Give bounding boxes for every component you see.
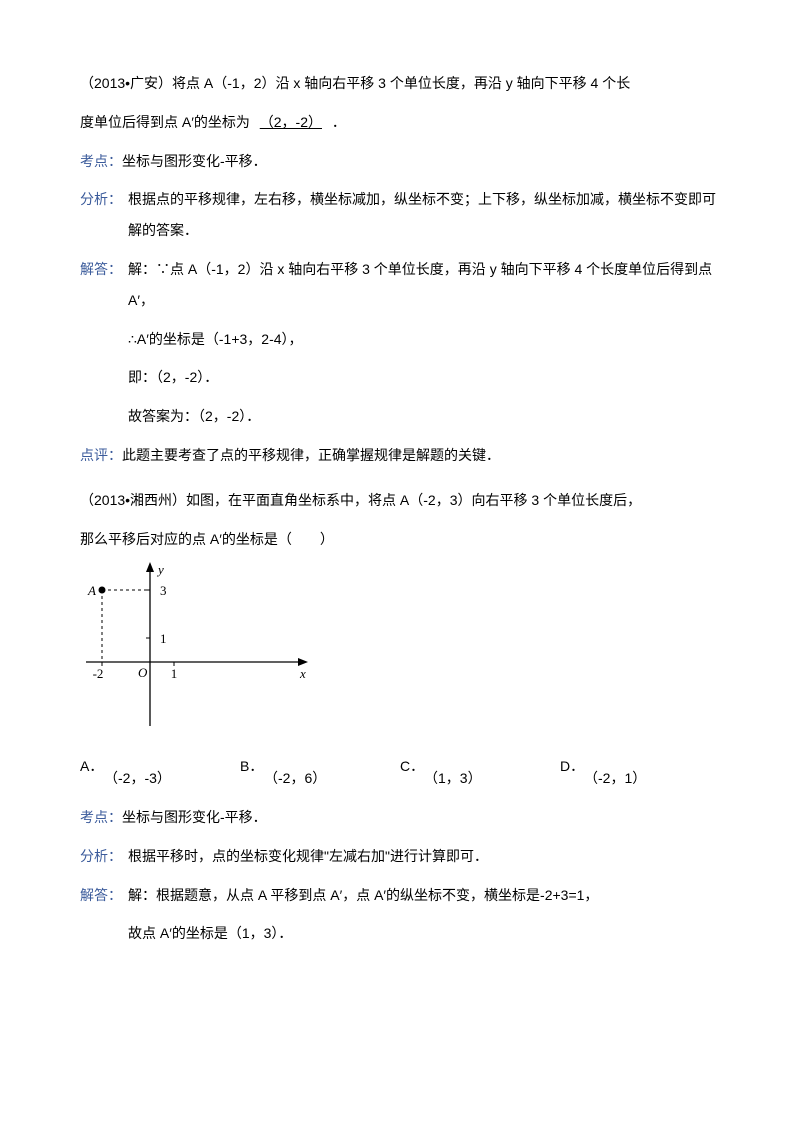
fenxi-label-2: 分析： — [80, 841, 128, 872]
svg-text:O: O — [138, 665, 148, 680]
dianping-label: 点评： — [80, 447, 122, 463]
fenxi-text: 根据点的平移规律，左右移，横坐标减加，纵坐标不变；上下移，纵坐标加减，横坐标不变… — [128, 184, 720, 246]
q1-stem-line2: 度单位后得到点 A′的坐标为 （2，-2） ． — [80, 107, 720, 138]
jieda-p4: 故答案为：（2，-2）． — [80, 401, 720, 432]
svg-text:-2: -2 — [93, 666, 104, 681]
dianping-text: 此题主要考查了点的平移规律，正确掌握规律是解题的关键． — [122, 447, 500, 463]
q1-jieda: 解答： 解：∵点 A（-1，2）沿 x 轴向右平移 3 个单位长度，再沿 y 轴… — [80, 254, 720, 316]
q1-stem-b: 度单位后得到点 A′的坐标为 — [80, 114, 250, 130]
svg-text:1: 1 — [171, 666, 178, 681]
svg-text:y: y — [156, 562, 164, 577]
choice-d-text: （-2，1） — [584, 751, 646, 794]
kaodian-text: 坐标与图形变化-平移． — [122, 153, 267, 169]
choice-a-letter: A． — [80, 751, 104, 782]
choice-c-letter: C． — [400, 751, 424, 782]
jieda-p3: 即：（2，-2）． — [80, 362, 720, 393]
fenxi-text-2: 根据平移时，点的坐标变化规律"左减右加"进行计算即可． — [128, 841, 720, 872]
choice-d: D． （-2，1） — [560, 751, 720, 794]
choice-b: B． （-2，6） — [240, 751, 400, 794]
jieda-label: 解答： — [80, 254, 128, 285]
q1-stem-c: ． — [332, 114, 346, 130]
choice-b-text: （-2，6） — [264, 751, 326, 794]
q1-fenxi: 分析： 根据点的平移规律，左右移，横坐标减加，纵坐标不变；上下移，纵坐标加减，横… — [80, 184, 720, 246]
q2-stem-line1: （2013•湘西州）如图，在平面直角坐标系中，将点 A（-2，3）向右平移 3 … — [80, 485, 720, 516]
jieda-p1-2: 解：根据题意，从点 A 平移到点 A′，点 A′的纵坐标不变，横坐标是-2+3=… — [128, 880, 720, 911]
q2-kaodian: 考点：坐标与图形变化-平移． — [80, 802, 720, 833]
jieda-label-2: 解答： — [80, 880, 128, 911]
q1-kaodian: 考点：坐标与图形变化-平移． — [80, 146, 720, 177]
kaodian-label: 考点： — [80, 153, 122, 169]
jieda-p1: 解：∵点 A（-1，2）沿 x 轴向右平移 3 个单位长度，再沿 y 轴向下平移… — [128, 254, 720, 316]
svg-text:x: x — [299, 666, 306, 681]
q1-stem-line1: （2013•广安）将点 A（-1，2）沿 x 轴向右平移 3 个单位长度，再沿 … — [80, 68, 720, 99]
q1-dianping: 点评：此题主要考查了点的平移规律，正确掌握规律是解题的关键． — [80, 440, 720, 471]
q2-fenxi: 分析： 根据平移时，点的坐标变化规律"左减右加"进行计算即可． — [80, 841, 720, 872]
svg-text:3: 3 — [160, 583, 167, 598]
kaodian-label-2: 考点： — [80, 809, 122, 825]
jieda-p2: ∴A′的坐标是（-1+3，2-4）， — [80, 324, 720, 355]
svg-text:A: A — [87, 583, 96, 598]
q2-choices: A． （-2，-3） B． （-2，6） C． （1，3） D． （-2，1） — [80, 751, 720, 794]
choice-a: A． （-2，-3） — [80, 751, 240, 794]
choice-d-letter: D． — [560, 751, 584, 782]
q2-stem-line2: 那么平移后对应的点 A′的坐标是（ ） — [80, 524, 720, 555]
kaodian-text-2: 坐标与图形变化-平移． — [122, 809, 267, 825]
choice-b-letter: B． — [240, 751, 264, 782]
fenxi-label: 分析： — [80, 184, 128, 215]
coordinate-graph: -2 1 1 3 Ox y A — [80, 562, 310, 732]
choice-c-text: （1，3） — [424, 751, 482, 794]
q2-figure: -2 1 1 3 Ox y A — [80, 562, 720, 743]
choice-c: C． （1，3） — [400, 751, 560, 794]
choice-a-text: （-2，-3） — [104, 751, 171, 794]
q2-jieda: 解答： 解：根据题意，从点 A 平移到点 A′，点 A′的纵坐标不变，横坐标是-… — [80, 880, 720, 911]
svg-text:1: 1 — [160, 631, 167, 646]
jieda-p2-2: 故点 A′的坐标是（1，3）． — [80, 918, 720, 949]
q1-answer-blank: （2，-2） — [254, 114, 328, 130]
